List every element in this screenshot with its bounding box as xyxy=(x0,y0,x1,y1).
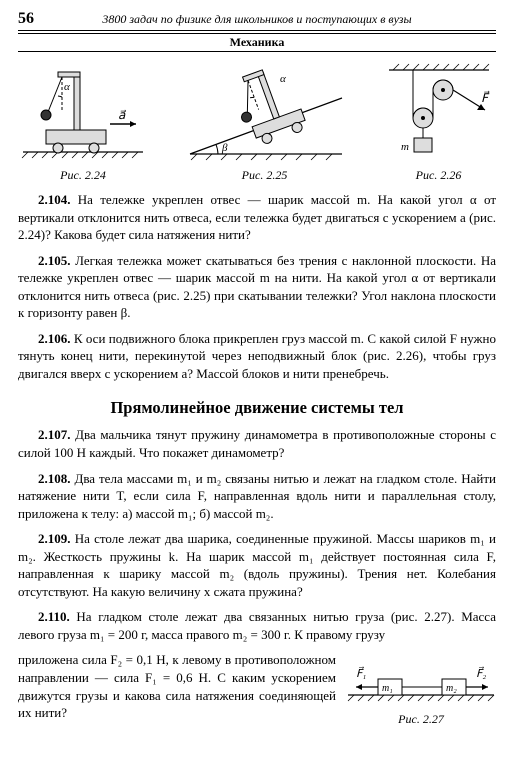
figure-2-27: m₁ m₂ F⃗₁ F⃗₂ Рис. 2.27 xyxy=(346,651,496,727)
problem-text: Легкая тележка может скатываться без тре… xyxy=(18,253,496,321)
problem-2-106: 2.106. К оси подвижного блока прикреплен… xyxy=(18,330,496,383)
problem-text: На столе лежат два шарика, соединенные п… xyxy=(18,531,496,599)
problem-number: 2.110. xyxy=(38,609,70,624)
mass-label: m xyxy=(401,141,409,153)
problem-text: Два мальчика тянут пружину динамометра в… xyxy=(18,427,496,460)
problem-number: 2.105. xyxy=(38,253,71,268)
force-label: F⃗ xyxy=(481,90,490,105)
figures-row: α a⃗ Рис. 2.24 xyxy=(18,62,496,183)
f2-label: F⃗₂ xyxy=(476,666,486,680)
book-title: 3800 задач по физике для школьников и по… xyxy=(52,12,496,27)
problem-text: Два тела массами m₁ и m₂ связаны нитью и… xyxy=(18,471,496,521)
problem-2-108: 2.108. Два тела массами m₁ и m₂ связаны … xyxy=(18,470,496,523)
m1-label: m₁ xyxy=(382,683,393,694)
problem-2-104: 2.104. На тележке укреплен отвес — шарик… xyxy=(18,191,496,244)
problem-2-110-block: приложена сила F₂ = 0,1 Н, к левому в пр… xyxy=(18,651,496,727)
problem-text: К оси подвижного блока прикреплен груз м… xyxy=(18,331,496,381)
section-heading: Прямолинейное движение системы тел xyxy=(18,398,496,418)
f1-label: F⃗₁ xyxy=(356,666,366,680)
figure-2-25: β α Рис. 2.25 xyxy=(182,62,347,183)
figure-caption: Рис. 2.25 xyxy=(182,168,347,183)
beta-label: β xyxy=(221,142,228,154)
diagram-2-26: m F⃗ xyxy=(381,62,496,162)
m2-label: m₂ xyxy=(446,683,457,694)
diagram-2-24: α a⃗ xyxy=(18,62,148,162)
diagram-2-27: m₁ m₂ F⃗₁ F⃗₂ xyxy=(346,665,496,710)
page-number: 56 xyxy=(18,10,52,28)
problem-2-105: 2.105. Легкая тележка может скатываться … xyxy=(18,252,496,322)
problem-text: На тележке укреплен отвес — шарик массой… xyxy=(18,192,496,242)
problem-text-b: приложена сила F₂ = 0,1 Н, к левому в пр… xyxy=(18,651,336,721)
figure-caption: Рис. 2.24 xyxy=(18,168,148,183)
problem-2-109: 2.109. На столе лежат два шарика, соедин… xyxy=(18,530,496,600)
diagram-2-25: β α xyxy=(182,62,347,162)
problem-number: 2.109. xyxy=(38,531,71,546)
problem-number: 2.108. xyxy=(38,471,71,486)
figure-caption: Рис. 2.27 xyxy=(346,712,496,727)
problem-number: 2.106. xyxy=(38,331,71,346)
page-header: 56 3800 задач по физике для школьников и… xyxy=(18,10,496,31)
problem-number: 2.104. xyxy=(38,192,71,207)
figure-2-24: α a⃗ Рис. 2.24 xyxy=(18,62,148,183)
figure-2-26: m F⃗ Рис. 2.26 xyxy=(381,62,496,183)
problem-2-107: 2.107. Два мальчика тянут пружину динамо… xyxy=(18,426,496,461)
alpha-label: α xyxy=(64,81,70,93)
a-vector-label: a⃗ xyxy=(118,108,126,122)
section-band: Механика xyxy=(18,33,496,52)
figure-caption: Рис. 2.26 xyxy=(381,168,496,183)
problem-2-110-intro: 2.110. На гладком столе лежат два связан… xyxy=(18,608,496,643)
problem-text-a: На гладком столе лежат два связанных нит… xyxy=(18,609,496,642)
alpha-label-2: α xyxy=(280,73,286,85)
problem-number: 2.107. xyxy=(38,427,71,442)
